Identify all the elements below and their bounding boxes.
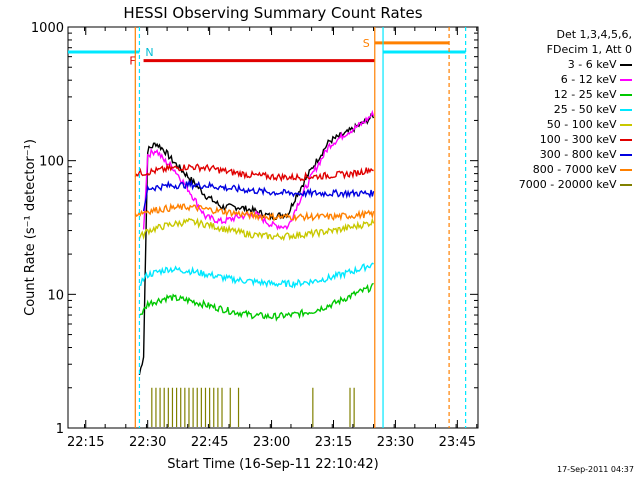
legend-swatch: [620, 79, 632, 81]
x-tick-label: 23:45: [439, 435, 476, 450]
series-4: [138, 217, 375, 242]
y-tick-label: 1: [56, 422, 64, 437]
flag-label-n: N: [145, 46, 153, 59]
legend-entry: 3 - 6 keV: [482, 57, 632, 72]
x-tick-label: 22:45: [191, 435, 228, 450]
series-line: [138, 112, 375, 376]
y-tick-label: 100: [39, 155, 64, 170]
y-tick-label: 10: [47, 288, 64, 303]
legend-header-line-2: FDecim 1, Att 0: [546, 43, 632, 56]
series-line: [134, 202, 375, 222]
series-0: [138, 112, 375, 376]
flag-label-s: S: [363, 37, 370, 50]
legend-swatch: [620, 154, 632, 156]
series-1: [142, 109, 375, 231]
legend-swatch: [620, 64, 632, 66]
legend-swatch: [620, 184, 632, 186]
flag-label-f: F: [129, 55, 135, 68]
series-line: [134, 163, 374, 183]
x-tick-label: 22:30: [129, 435, 166, 450]
series-7: [134, 202, 375, 222]
y-tick-label: 1000: [31, 21, 64, 36]
series-line: [139, 282, 374, 322]
x-axis-label: Start Time (16-Sep-11 22:10:42): [167, 457, 378, 472]
series-2: [139, 282, 374, 322]
legend-entry: 12 - 25 keV: [482, 87, 632, 102]
plot-frame: [67, 26, 479, 429]
legend-swatch: [620, 94, 632, 96]
series-3: [139, 262, 374, 289]
series-line: [142, 109, 375, 231]
series-line: [139, 262, 374, 289]
legend: Det 1,3,4,5,6, FDecim 1, Att 0 3 - 6 keV…: [482, 27, 632, 192]
legend-entry: 25 - 50 keV: [482, 102, 632, 117]
x-tick-label: 23:15: [315, 435, 352, 450]
legend-entry: 800 - 7000 keV: [482, 162, 632, 177]
legend-rows: 3 - 6 keV 6 - 12 keV 12 - 25 keV 25 - 50…: [482, 57, 632, 192]
y-axis-label: Count Rate (s⁻¹ detector⁻¹): [23, 139, 38, 316]
legend-entry: 100 - 300 keV: [482, 132, 632, 147]
legend-header-line-1: Det 1,3,4,5,6,: [556, 28, 632, 41]
legend-swatch: [620, 124, 632, 126]
legend-swatch: [620, 169, 632, 171]
series-line: [138, 217, 375, 242]
legend-entry: 7000 - 20000 keV: [482, 177, 632, 192]
legend-entry: 300 - 800 keV: [482, 147, 632, 162]
series-6: [142, 179, 375, 212]
chart-title: HESSI Observing Summary Count Rates: [123, 4, 422, 22]
legend-swatch: [620, 139, 632, 141]
series-5: [134, 163, 374, 183]
x-tick-label: 23:30: [377, 435, 414, 450]
timestamp: 17-Sep-2011 04:37: [557, 465, 634, 474]
legend-swatch: [620, 109, 632, 111]
series-line: [142, 179, 375, 212]
x-tick-label: 23:00: [253, 435, 290, 450]
series-8: [151, 387, 355, 427]
x-tick-label: 22:15: [67, 435, 104, 450]
legend-entry: 6 - 12 keV: [482, 72, 632, 87]
legend-entry: 50 - 100 keV: [482, 117, 632, 132]
